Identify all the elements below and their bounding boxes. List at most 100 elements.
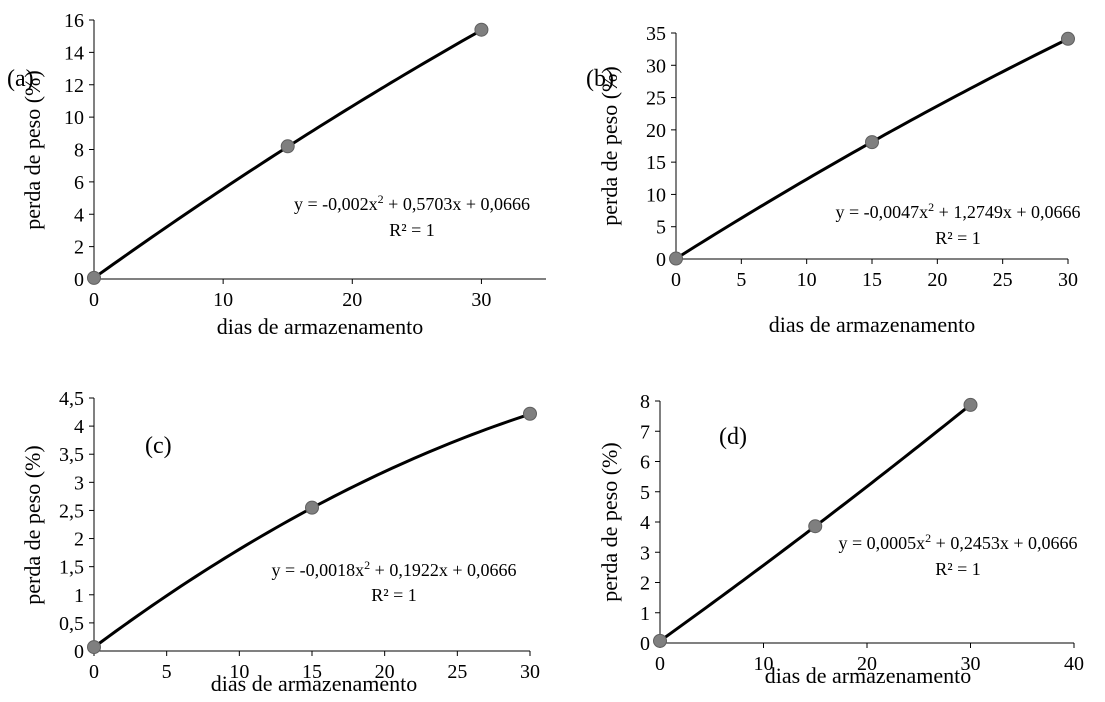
y-axis-title: perda de peso (%) (597, 442, 622, 601)
x-tick-label: 10 (754, 653, 774, 675)
equation-prefix: y = -0,0047x (836, 202, 929, 222)
y-tick-label: 0 (640, 633, 650, 655)
y-axis-title: perda de peso (%) (20, 70, 45, 229)
x-tick-label: 0 (89, 661, 99, 683)
x-tick-label: 15 (862, 269, 882, 291)
chart-panel-b: 0 5 10 15 20 25 30 35 0 5 10 15 20 25 30 dias de armaze… (586, 23, 1080, 337)
y-tick-label: 6 (74, 172, 84, 194)
y-tick-label: 1 (74, 585, 84, 607)
y-tick-label: 0,5 (59, 613, 84, 635)
y-tick-label: 0 (74, 269, 84, 291)
equation-prefix: y = -0,0018x (272, 560, 365, 580)
trendline-equation: y = -0,0018x2 + 0,1922x + 0,0666 (272, 558, 517, 580)
x-tick-label: 30 (471, 289, 491, 311)
x-tick-label: 15 (302, 661, 322, 683)
x-tick-label: 20 (927, 269, 947, 291)
x-tick-label: 20 (342, 289, 362, 311)
trendline-equation: y = -0,0047x2 + 1,2749x + 0,0666 (836, 200, 1081, 222)
equation-exponent: 2 (378, 192, 384, 206)
data-point (305, 500, 319, 515)
panel-label: (b) (586, 66, 614, 92)
y-tick-label: 25 (646, 88, 666, 110)
data-point (865, 135, 879, 150)
trendline (93, 28, 483, 280)
r-squared-label: R² = 1 (935, 228, 981, 248)
x-tick-label: 10 (213, 289, 233, 311)
y-tick-label: 20 (646, 120, 666, 142)
y-tick-label: 1 (640, 603, 650, 625)
x-tick-label: 5 (736, 269, 746, 291)
x-tick-label: 20 (857, 653, 877, 675)
y-tick-label: 5 (640, 482, 650, 504)
r-squared-label: R² = 1 (371, 585, 417, 605)
data-point (523, 406, 537, 421)
r-squared-label: R² = 1 (389, 220, 435, 240)
equation-suffix: + 1,2749x + 0,0666 (934, 202, 1080, 222)
y-tick-label: 5 (656, 217, 666, 239)
x-tick-label: 10 (229, 661, 249, 683)
y-axis-title: perda de peso (%) (597, 66, 622, 225)
equation-suffix: + 0,2453x + 0,0666 (931, 533, 1077, 553)
equation-suffix: + 0,5703x + 0,0666 (384, 194, 530, 214)
y-tick-label: 7 (640, 421, 650, 443)
x-tick-label: 20 (375, 661, 395, 683)
y-axis-title: perda de peso (%) (20, 445, 45, 604)
equation-exponent: 2 (364, 558, 370, 572)
x-axis-title: dias de armazenamento (211, 671, 417, 696)
y-tick-label: 15 (646, 152, 666, 174)
y-tick-label: 12 (64, 75, 84, 97)
y-tick-label: 0 (656, 249, 666, 271)
panel-label: (d) (719, 424, 747, 450)
y-tick-label: 2 (74, 529, 84, 551)
chart-panel-d: 0 1 2 3 4 5 6 7 8 0 10 20 30 40 dias de armazenamento p… (597, 391, 1084, 688)
x-tick-label: 30 (520, 661, 540, 683)
x-axis-title: dias de armazenamento (217, 314, 423, 339)
y-tick-label: 4 (74, 416, 84, 438)
x-axis-title: dias de armazenamento (769, 312, 975, 337)
y-tick-label: 1,5 (59, 557, 84, 579)
y-tick-label: 2,5 (59, 500, 84, 522)
data-point (1061, 31, 1075, 46)
x-tick-label: 30 (961, 653, 981, 675)
chart-panel-a: 0 2 4 6 8 10 12 14 16 0 10 20 30 dias de armazenament… (7, 10, 546, 339)
x-tick-label: 25 (993, 269, 1013, 291)
y-tick-label: 10 (646, 184, 666, 206)
y-tick-label: 4,5 (59, 388, 84, 410)
panel-label: (c) (145, 433, 172, 459)
x-tick-label: 0 (89, 289, 99, 311)
y-tick-label: 8 (640, 391, 650, 413)
y-tick-label: 3 (640, 542, 650, 564)
data-point (87, 270, 101, 285)
data-point (963, 397, 978, 412)
y-tick-label: 2 (74, 237, 84, 259)
data-point (669, 251, 683, 266)
x-tick-label: 5 (162, 661, 172, 683)
y-tick-label: 3 (74, 472, 84, 494)
y-tick-label: 2 (640, 573, 650, 595)
y-tick-label: 6 (640, 452, 650, 474)
data-point (808, 519, 823, 534)
chart-panel-c: 0 0,5 1 1,5 2 2,5 3 3,5 4 4,5 0 5 10 15 20 25 30 dias de … (20, 388, 540, 696)
y-tick-label: 30 (646, 55, 666, 77)
x-tick-label: 10 (797, 269, 817, 291)
y-tick-label: 0 (74, 641, 84, 663)
equation-exponent: 2 (925, 531, 931, 545)
y-tick-label: 4 (74, 204, 84, 226)
x-tick-label: 30 (1058, 269, 1078, 291)
data-point (87, 640, 101, 655)
trendline-equation: y = -0,002x2 + 0,5703x + 0,0666 (294, 192, 530, 214)
x-tick-label: 40 (1064, 653, 1084, 675)
equation-exponent: 2 (928, 200, 934, 214)
x-axis-title: dias de armazenamento (765, 663, 971, 688)
x-tick-label: 25 (447, 661, 467, 683)
equation-prefix: y = -0,002x (294, 194, 378, 214)
y-tick-label: 14 (64, 42, 84, 64)
y-tick-label: 8 (74, 140, 84, 162)
y-tick-label: 16 (64, 10, 84, 32)
x-tick-label: 0 (655, 653, 665, 675)
y-tick-label: 4 (640, 512, 650, 534)
data-point (474, 22, 489, 37)
y-tick-label: 35 (646, 23, 666, 45)
x-tick-label: 0 (671, 269, 681, 291)
